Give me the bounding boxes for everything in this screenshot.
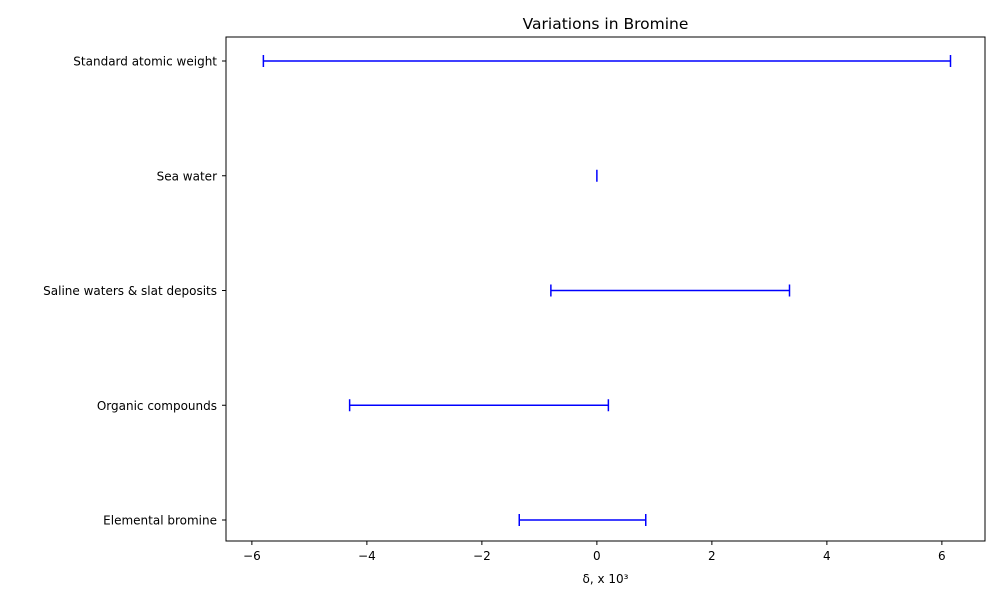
chart-title: Variations in Bromine (523, 15, 689, 33)
plot-frame (225, 36, 986, 542)
range-bar (348, 399, 610, 412)
y-tick-label: Standard atomic weight (73, 55, 217, 69)
range-bar (262, 55, 952, 67)
y-axis: Standard atomic weight Sea water Saline wa… (43, 55, 226, 528)
ranges-layer (262, 55, 952, 526)
x-axis-label: δ, x 10³ (583, 572, 629, 586)
x-tick-label: 4 (823, 549, 831, 563)
range-bar (518, 514, 647, 526)
x-tick-label: 0 (593, 549, 601, 563)
y-tick-label: Sea water (157, 169, 217, 183)
x-tick-label: −6 (243, 549, 261, 563)
x-axis: −6 −4 −2 0 2 4 6 (243, 541, 946, 563)
y-tick-label: Saline waters & slat deposits (43, 284, 217, 298)
x-tick-label: −2 (473, 549, 491, 563)
x-tick-label: 2 (708, 549, 716, 563)
y-tick-label: Elemental bromine (103, 514, 217, 528)
range-bar (550, 284, 791, 297)
x-tick-label: −4 (358, 549, 376, 563)
y-tick-label: Organic compounds (97, 399, 217, 413)
x-tick-label: 6 (938, 549, 946, 563)
